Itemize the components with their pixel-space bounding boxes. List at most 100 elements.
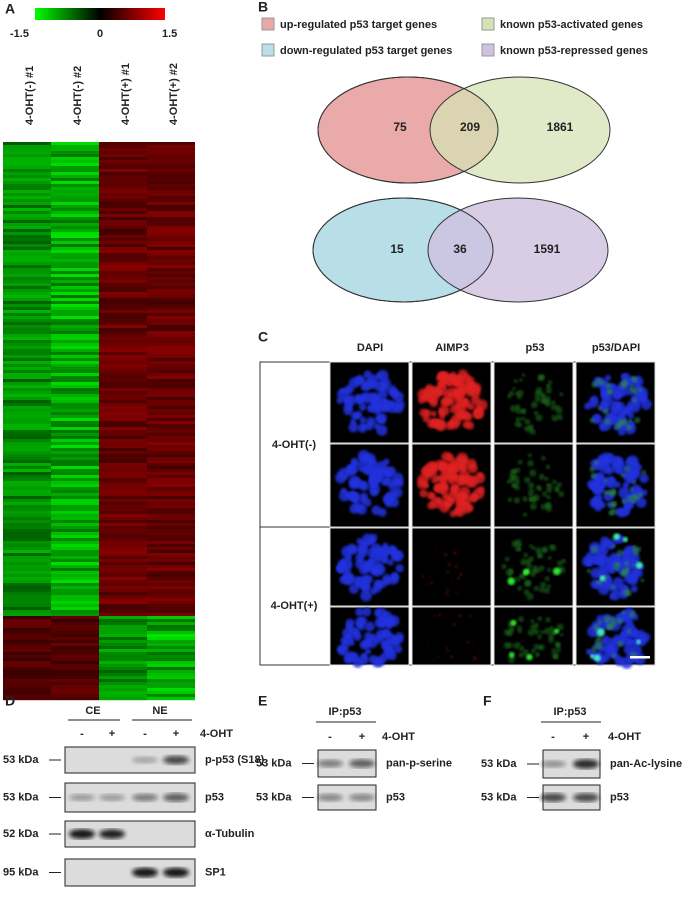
heatmap-cell [3, 235, 51, 239]
spot [340, 487, 347, 494]
heatmap-cell [51, 460, 99, 464]
spot [472, 409, 483, 420]
spot [456, 644, 459, 647]
heatmap-cell [99, 280, 147, 284]
heatmap-cell [99, 586, 147, 590]
heatmap-cell [147, 373, 195, 377]
heatmap-cell [51, 451, 99, 455]
spot [425, 383, 433, 392]
heatmap-cell [3, 274, 51, 278]
spot [599, 536, 611, 547]
heatmap-cell [147, 187, 195, 191]
heatmap-cell [51, 238, 99, 242]
spot [466, 458, 477, 469]
heatmap-cell [51, 412, 99, 416]
spot [604, 374, 612, 382]
spot [554, 628, 560, 634]
spot [377, 389, 388, 400]
spot [517, 616, 524, 623]
spot [508, 652, 515, 658]
heatmap-cell [147, 349, 195, 353]
heatmap-cell [3, 595, 51, 599]
spot [434, 482, 446, 494]
heatmap-cell [51, 406, 99, 410]
heatmap-cell [147, 391, 195, 395]
heatmap-cell [3, 502, 51, 506]
heatmap-cell [51, 298, 99, 302]
heatmap-cell [99, 400, 147, 404]
heatmap-cell [147, 595, 195, 599]
heatmap-cell [147, 331, 195, 335]
heatmap-cell [99, 247, 147, 251]
heatmap-cell [51, 607, 99, 611]
heatmap-cell [147, 466, 195, 470]
spot [513, 642, 520, 649]
heatmap-cell [3, 532, 51, 536]
lane-label: - [551, 731, 555, 743]
spot [421, 575, 425, 579]
spot [595, 499, 604, 508]
heatmap-cell [99, 202, 147, 206]
heatmap-cell [51, 367, 99, 371]
spot [610, 589, 621, 601]
heatmap-cell [3, 673, 51, 677]
heatmap-cell [3, 337, 51, 341]
heatmap-cell [3, 610, 51, 614]
heatmap-cell [147, 667, 195, 671]
heatmap-cell [99, 355, 147, 359]
column-header: p53 [526, 342, 545, 354]
heatmap-cell [99, 529, 147, 533]
spot [596, 458, 605, 467]
spot [360, 652, 368, 660]
heatmap-cell [3, 562, 51, 566]
heatmap-cell [99, 640, 147, 644]
spot [605, 477, 618, 489]
heatmap-cell [147, 673, 195, 677]
heatmap-cell [147, 691, 195, 695]
spot [535, 484, 541, 491]
heatmap-cell [99, 361, 147, 365]
spot [505, 568, 513, 576]
spot [457, 475, 468, 486]
heatmap-cell [147, 583, 195, 587]
spot [537, 634, 543, 640]
heatmap-cell [147, 217, 195, 221]
spot [510, 619, 517, 626]
spot [538, 473, 545, 481]
spot [540, 630, 545, 635]
heatmap-cell [99, 637, 147, 641]
heatmap-cell [99, 229, 147, 233]
heatmap-cell [51, 349, 99, 353]
treatment-label: 4-OHT [608, 731, 641, 743]
treatment-label: 4-OHT [200, 728, 233, 740]
heatmap-cell [99, 430, 147, 434]
protein-label: p53 [610, 791, 629, 803]
heatmap-cell [99, 319, 147, 323]
spot [471, 660, 474, 664]
spot [539, 581, 547, 588]
heatmap-cell [147, 226, 195, 230]
heatmap-cell [147, 160, 195, 164]
heatmap-cell [51, 280, 99, 284]
heatmap-cell [3, 151, 51, 155]
spot [361, 607, 372, 617]
spot [339, 387, 346, 395]
spot [616, 508, 623, 516]
heatmap-cell [99, 328, 147, 332]
spot [622, 481, 630, 489]
heatmap-cell [51, 646, 99, 650]
heatmap-cell [3, 445, 51, 449]
heatmap-cell [51, 250, 99, 254]
heatmap-cell [3, 688, 51, 692]
spot [356, 504, 367, 515]
spot [555, 404, 560, 410]
heatmap-cell [3, 547, 51, 551]
heatmap-cell [3, 499, 51, 503]
heatmap-cell [99, 349, 147, 353]
band [349, 793, 375, 802]
heatmap-cell [99, 421, 147, 425]
spot [391, 487, 403, 498]
heatmap-cell [147, 289, 195, 293]
heatmap-cell [99, 154, 147, 158]
heatmap-cell [3, 148, 51, 152]
